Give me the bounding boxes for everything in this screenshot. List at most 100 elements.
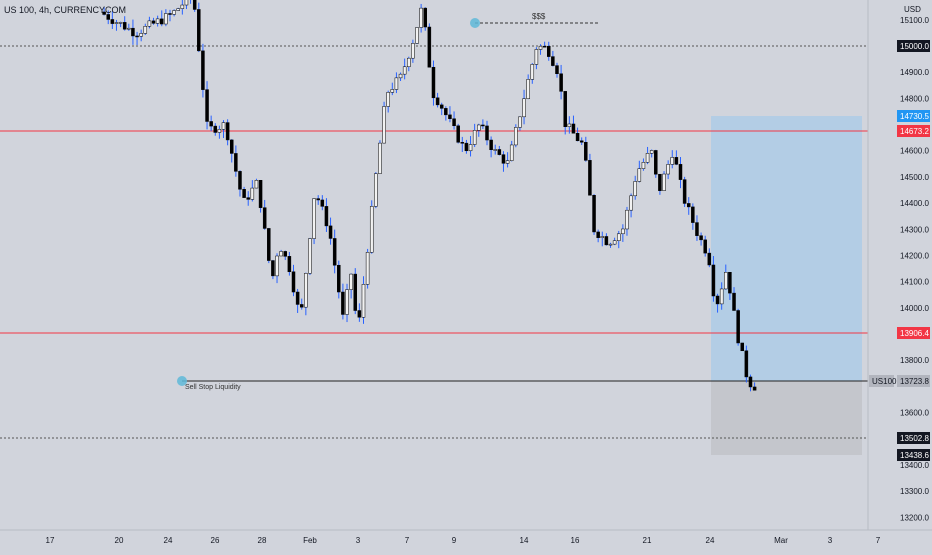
candle-body	[612, 240, 617, 245]
price-tick-label: 13300.0	[900, 487, 929, 496]
price-tick-label: 14000.0	[900, 304, 929, 313]
candle-body	[645, 153, 650, 163]
candle-body	[489, 139, 493, 151]
candle-body	[345, 289, 349, 315]
candle-body	[662, 173, 666, 191]
candle-body	[456, 125, 460, 143]
candle-body	[320, 199, 325, 207]
candle-body	[353, 273, 358, 311]
candle-body	[633, 181, 637, 197]
price-tag-target-text: 14730.5	[900, 112, 929, 121]
candle-body	[291, 271, 296, 293]
candle-body	[267, 228, 271, 261]
candle-body	[691, 206, 695, 223]
candle-body	[213, 125, 218, 133]
candle-body	[431, 66, 436, 99]
price-tag-15000: 15000.0	[897, 40, 930, 52]
candle-body	[600, 236, 605, 238]
swing-high-marker[interactable]	[470, 18, 480, 28]
candle-body	[229, 139, 234, 154]
candle-body	[287, 256, 292, 273]
candle-body	[674, 157, 679, 165]
time-tick-label: 24	[706, 536, 715, 545]
stop-zone[interactable]	[711, 381, 862, 455]
price-tag-15000-text: 15000.0	[900, 42, 929, 51]
candle-body	[250, 187, 255, 200]
candle-body	[361, 284, 366, 318]
candle-body	[369, 206, 374, 253]
candle-body	[135, 35, 139, 38]
candle-body	[180, 4, 185, 9]
candle-body	[127, 27, 131, 30]
candle-body	[596, 231, 600, 238]
target-zone[interactable]	[711, 116, 862, 381]
candle-body	[419, 7, 423, 28]
candle-body	[114, 22, 119, 24]
candle-body	[509, 144, 514, 161]
candle-body	[386, 92, 390, 107]
candle-body	[670, 157, 675, 165]
candle-body	[201, 50, 205, 90]
candle-body	[584, 141, 588, 161]
candle-body	[324, 206, 329, 227]
candle-body	[262, 207, 267, 229]
candle-body	[514, 127, 518, 146]
time-tick-label: Mar	[774, 536, 788, 545]
time-tick-label: Feb	[303, 536, 317, 545]
candle-body	[176, 8, 180, 11]
time-tick-label: 7	[876, 536, 881, 545]
sell-stop-label: Sell Stop Liquidity	[185, 384, 241, 391]
price-tick-label: 14800.0	[900, 94, 929, 103]
candle-body	[719, 288, 724, 305]
candle-body	[637, 168, 642, 182]
candle-body	[316, 198, 320, 201]
price-tick-label: 13600.0	[900, 409, 929, 418]
candle-body	[382, 106, 386, 144]
candle-body	[155, 18, 160, 24]
candle-body	[122, 22, 127, 30]
candle-series	[102, 0, 757, 392]
candle-body	[538, 45, 543, 50]
candle-body	[448, 114, 452, 119]
price-tick-label: 14200.0	[900, 251, 929, 260]
candle-body	[164, 13, 168, 25]
candle-body	[699, 235, 703, 241]
time-axis[interactable]: 17 20 24 26 28 Feb 3 7 9 14 16 21 24 Mar 3 7	[46, 536, 881, 545]
candle-body	[695, 222, 699, 236]
candle-body	[472, 130, 477, 145]
candle-body	[357, 310, 362, 318]
candle-body	[621, 228, 625, 235]
candle-body	[275, 255, 279, 277]
candle-body	[110, 19, 115, 24]
price-tick-label: 13400.0	[900, 461, 929, 470]
candle-body	[184, 0, 189, 6]
candle-body	[398, 73, 403, 79]
candle-body	[501, 154, 506, 164]
candle-body	[106, 14, 110, 20]
candle-body	[411, 43, 415, 59]
candle-body	[522, 98, 526, 118]
candle-body	[295, 291, 300, 305]
candle-body	[168, 13, 172, 15]
candle-body	[567, 123, 572, 127]
price-tag-13906-text: 13906.4	[900, 329, 929, 338]
candle-body	[118, 22, 123, 24]
candle-body	[349, 273, 353, 290]
candle-body	[575, 132, 580, 142]
candle-body	[435, 97, 440, 106]
price-axis[interactable]: 15100.0 14900.0 14800.0 14600.0 14500.0 14400…	[900, 16, 929, 522]
candle-body	[209, 121, 213, 127]
time-tick-label: 24	[164, 536, 173, 545]
candle-body	[147, 20, 152, 27]
price-tick-label: 13800.0	[900, 356, 929, 365]
candle-body	[752, 386, 757, 391]
candle-body	[592, 195, 596, 233]
price-tick-label: 14300.0	[900, 225, 929, 234]
time-tick-label: 21	[643, 536, 652, 545]
candle-body	[299, 304, 304, 308]
time-tick-label: 3	[356, 536, 361, 545]
candle-body	[707, 252, 712, 266]
swing-low-marker[interactable]	[177, 376, 187, 386]
